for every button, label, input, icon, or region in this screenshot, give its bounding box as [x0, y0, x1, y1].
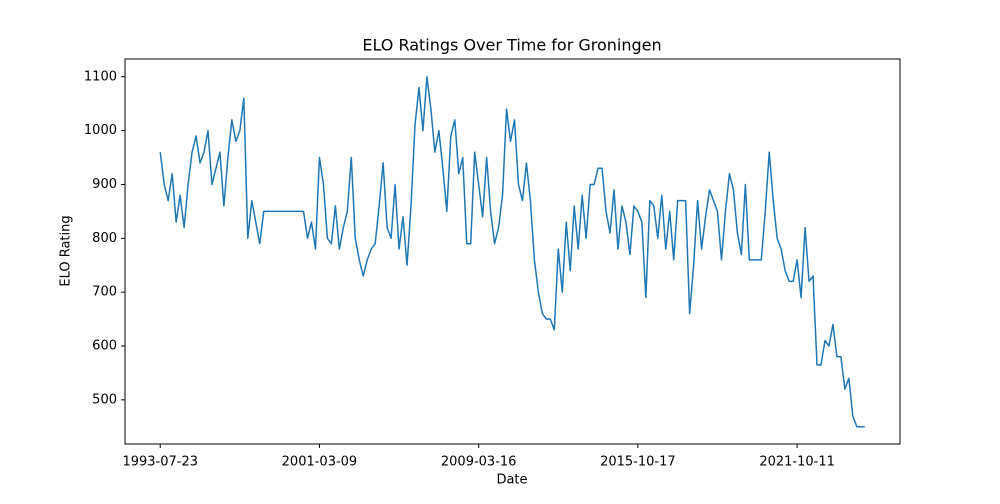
x-tick-label: 2001-03-09 [282, 455, 358, 470]
y-tick-label: 600 [92, 339, 117, 354]
chart-title: ELO Ratings Over Time for Groningen [362, 36, 661, 55]
y-tick-label: 1100 [84, 69, 117, 84]
y-tick-label: 800 [92, 231, 117, 246]
y-tick-label: 900 [92, 177, 117, 192]
line-series [159, 76, 865, 428]
x-tick-label: 1993-07-23 [122, 455, 198, 470]
x-tick-label: 2009-03-16 [441, 455, 517, 470]
x-tick-label: 2021-10-11 [759, 455, 835, 470]
y-tick-label: 1000 [84, 123, 117, 138]
x-axis-label: Date [496, 473, 527, 488]
y-axis-label: ELO Rating [59, 215, 74, 286]
y-tick-label: 700 [92, 285, 117, 300]
x-tick-label: 2015-10-17 [600, 455, 676, 470]
y-tick-label: 500 [92, 392, 117, 407]
plot-frame [124, 58, 901, 445]
